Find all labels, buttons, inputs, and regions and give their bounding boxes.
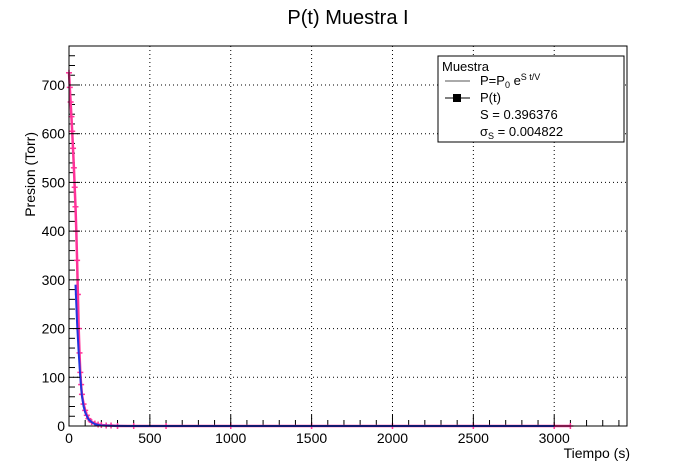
x-tick-label: 1000 xyxy=(215,430,246,446)
x-axis-ticks: 0 500 1000 1500 2000 2500 3000 xyxy=(65,415,570,446)
y-tick-label: 200 xyxy=(42,321,66,337)
legend: Muestra P=P0 eS t/V P(t) S = 0.396376 σS… xyxy=(437,55,625,143)
y-axis-title: Presion (Torr) xyxy=(22,132,38,217)
legend-sigma-rest: = 0.004822 xyxy=(494,124,563,139)
legend-title: Muestra xyxy=(442,59,490,74)
legend-fit-label-part-2: e xyxy=(510,73,521,88)
legend-box xyxy=(437,55,625,143)
y-tick-label: 300 xyxy=(42,272,66,288)
y-tick-label: 400 xyxy=(42,223,66,239)
legend-data-marker xyxy=(453,94,461,102)
plot-frame xyxy=(68,45,628,427)
x-tick-label: 3000 xyxy=(539,430,570,446)
x-tick-label: 1500 xyxy=(296,430,327,446)
legend-data-label: P(t) xyxy=(480,90,501,105)
y-tick-label: 700 xyxy=(42,77,66,93)
legend-sigma-value: σS = 0.004822 xyxy=(480,124,563,141)
legend-fit-label-part-1: P=P xyxy=(480,73,505,88)
legend-fit-label-sup: S t/V xyxy=(521,72,541,82)
legend-sigma-symbol: σ xyxy=(480,124,488,139)
legend-fit-label: P=P0 eS t/V xyxy=(480,72,540,90)
x-tick-label: 500 xyxy=(138,430,162,446)
y-tick-label: 0 xyxy=(57,418,65,434)
legend-s-value: S = 0.396376 xyxy=(480,107,558,122)
x-tick-label: 0 xyxy=(65,430,73,446)
y-tick-label: 600 xyxy=(42,126,66,142)
chart-title: P(t) Muestra I xyxy=(287,7,408,29)
x-tick-label: 2500 xyxy=(458,430,489,446)
x-tick-label: 2000 xyxy=(377,430,408,446)
y-axis-ticks: 0 100 200 300 400 500 600 700 xyxy=(42,77,80,434)
legend-fit-label-sub: 0 xyxy=(505,80,510,90)
y-tick-label: 100 xyxy=(42,369,66,385)
x-axis-title: Tiempo (s) xyxy=(564,445,630,461)
y-tick-label: 500 xyxy=(42,174,66,190)
legend-sigma-sub: S xyxy=(488,131,494,141)
